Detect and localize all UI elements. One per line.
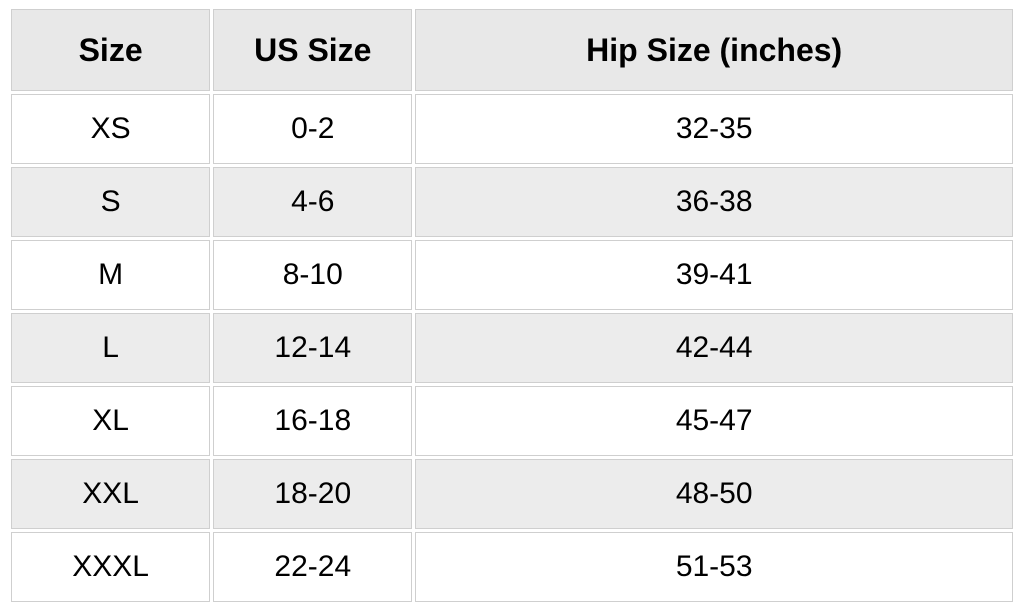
table-row: XXL 18-20 48-50 bbox=[11, 459, 1013, 529]
col-header-hip: Hip Size (inches) bbox=[415, 9, 1013, 91]
cell-us-size: 8-10 bbox=[213, 240, 412, 310]
table-row: XL 16-18 45-47 bbox=[11, 386, 1013, 456]
cell-hip: 45-47 bbox=[415, 386, 1013, 456]
cell-size: XL bbox=[11, 386, 210, 456]
table-row: XXXL 22-24 51-53 bbox=[11, 532, 1013, 602]
col-header-size: Size bbox=[11, 9, 210, 91]
cell-size: XXL bbox=[11, 459, 210, 529]
cell-hip: 32-35 bbox=[415, 94, 1013, 164]
size-chart-container: Size US Size Hip Size (inches) XS 0-2 32… bbox=[0, 0, 1024, 576]
cell-size: XS bbox=[11, 94, 210, 164]
cell-hip: 42-44 bbox=[415, 313, 1013, 383]
cell-us-size: 22-24 bbox=[213, 532, 412, 602]
size-chart-table: Size US Size Hip Size (inches) XS 0-2 32… bbox=[8, 6, 1016, 605]
cell-us-size: 16-18 bbox=[213, 386, 412, 456]
cell-us-size: 12-14 bbox=[213, 313, 412, 383]
cell-hip: 36-38 bbox=[415, 167, 1013, 237]
cell-size: XXXL bbox=[11, 532, 210, 602]
cell-hip: 48-50 bbox=[415, 459, 1013, 529]
table-row: S 4-6 36-38 bbox=[11, 167, 1013, 237]
col-header-us-size: US Size bbox=[213, 9, 412, 91]
cell-us-size: 18-20 bbox=[213, 459, 412, 529]
cell-hip: 51-53 bbox=[415, 532, 1013, 602]
cell-size: M bbox=[11, 240, 210, 310]
cell-size: L bbox=[11, 313, 210, 383]
table-row: L 12-14 42-44 bbox=[11, 313, 1013, 383]
table-row: M 8-10 39-41 bbox=[11, 240, 1013, 310]
cell-us-size: 4-6 bbox=[213, 167, 412, 237]
cell-us-size: 0-2 bbox=[213, 94, 412, 164]
cell-hip: 39-41 bbox=[415, 240, 1013, 310]
table-row: XS 0-2 32-35 bbox=[11, 94, 1013, 164]
cell-size: S bbox=[11, 167, 210, 237]
table-header-row: Size US Size Hip Size (inches) bbox=[11, 9, 1013, 91]
